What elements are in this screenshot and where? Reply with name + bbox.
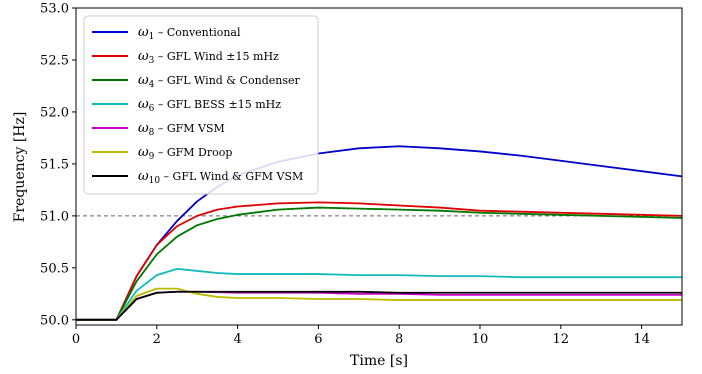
y-tick-label: 51.0 <box>40 209 69 224</box>
legend-label-omega-9: ω9 – GFM Droop <box>138 145 232 162</box>
y-tick-label: 50.5 <box>40 261 69 276</box>
legend-label-omega-10: ω10 – GFL Wind & GFM VSM <box>138 169 303 186</box>
x-tick-label: 2 <box>153 332 161 347</box>
x-tick-label: 14 <box>633 332 650 347</box>
y-axis-label: Frequency [Hz] <box>12 112 28 223</box>
series-layer <box>76 145 682 321</box>
series-line-omega-3 <box>76 201 682 321</box>
x-tick-label: 8 <box>395 332 403 347</box>
plot-frame <box>75 7 683 326</box>
series-line-omega-10 <box>76 290 682 321</box>
legend-label-omega-8: ω8 – GFM VSM <box>138 121 225 138</box>
x-tick-label: 10 <box>472 332 489 347</box>
x-axis-ticks: 0 2 4 6 8 10 12 14 <box>72 325 650 347</box>
series-line-omega-6 <box>76 267 682 321</box>
y-tick-label: 51.5 <box>40 157 69 172</box>
series-line-omega-4 <box>76 206 682 321</box>
legend-box <box>83 15 319 195</box>
series-line-omega-9 <box>76 287 682 321</box>
x-tick-label: 0 <box>72 332 80 347</box>
series-line-omega-8 <box>76 290 682 321</box>
y-tick-label: 53.0 <box>40 2 69 17</box>
x-tick-label: 12 <box>553 332 570 347</box>
legend: ω1 – Conventional ω3 – GFL Wind ±15 mHz ω4… <box>83 15 319 195</box>
x-tick-label: 4 <box>233 332 241 347</box>
legend-label-omega-6: ω6 – GFL BESS ±15 mHz <box>138 97 281 114</box>
y-tick-label: 50.0 <box>40 313 69 328</box>
x-tick-label: 6 <box>314 332 322 347</box>
legend-label-omega-1: ω1 – Conventional <box>138 25 241 42</box>
legend-label-omega-4: ω4 – GFL Wind & Condenser <box>138 73 301 90</box>
y-tick-label: 52.5 <box>40 53 69 68</box>
legend-label-omega-3: ω3 – GFL Wind ±15 mHz <box>138 49 279 66</box>
y-tick-label: 52.0 <box>40 105 69 120</box>
x-axis-label: Time [s] <box>350 353 408 369</box>
y-axis-ticks: 50.0 50.5 51.0 51.5 52.0 52.5 53.0 <box>40 2 76 328</box>
